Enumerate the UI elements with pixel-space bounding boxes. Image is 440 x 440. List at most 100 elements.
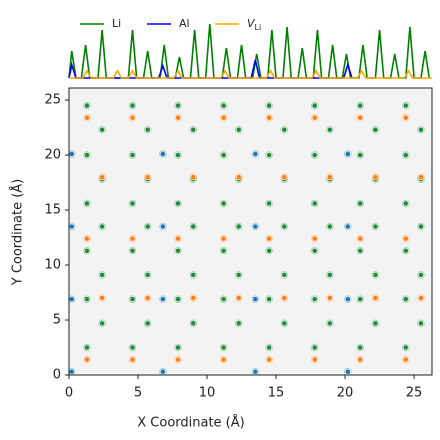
cluster-core — [220, 356, 227, 363]
cluster-core — [220, 102, 227, 109]
atom-cluster — [310, 113, 319, 122]
atom-cluster — [67, 295, 76, 303]
cluster-core — [311, 114, 318, 121]
cluster-core — [144, 272, 151, 278]
atom-cluster — [356, 101, 365, 110]
atom-cluster — [83, 295, 91, 303]
atom-cluster — [234, 222, 243, 231]
cluster-core — [311, 102, 318, 109]
cluster-core — [311, 235, 318, 242]
cluster-core — [84, 200, 90, 207]
cluster-core — [357, 102, 364, 109]
cluster-core — [129, 200, 136, 207]
atom-cluster — [310, 199, 319, 208]
cluster-core — [357, 235, 364, 242]
x-tick-label: 0 — [65, 386, 73, 401]
atom-cluster — [265, 113, 273, 122]
atom-cluster — [128, 199, 137, 208]
cluster-core — [266, 247, 273, 254]
atom-cluster — [326, 173, 334, 181]
atom-cluster — [83, 343, 91, 352]
cluster-core — [266, 235, 273, 242]
atom-cluster — [128, 234, 137, 243]
y-tick-label: 25 — [44, 93, 61, 108]
atom-cluster — [83, 355, 91, 364]
atom-cluster — [174, 246, 182, 255]
atom-cluster — [401, 355, 410, 364]
atom-cluster — [143, 294, 152, 302]
atom-cluster — [310, 295, 319, 303]
cluster-core — [190, 272, 197, 278]
atom-cluster — [159, 295, 167, 303]
cluster-core — [326, 320, 333, 327]
cluster-core — [266, 344, 273, 351]
atom-cluster — [189, 319, 198, 328]
cluster-core — [159, 151, 166, 157]
atom-cluster — [128, 295, 137, 303]
atom-cluster — [174, 151, 182, 159]
atom-cluster — [371, 125, 380, 134]
atom-cluster — [83, 101, 91, 110]
cluster-core — [84, 114, 90, 121]
atom-cluster — [143, 222, 152, 231]
cluster-core — [281, 223, 288, 230]
cluster-core — [402, 200, 409, 207]
atom-cluster — [326, 319, 334, 328]
cluster-core — [99, 295, 106, 301]
cluster-core — [190, 320, 197, 327]
atom-cluster — [417, 125, 425, 134]
atom-cluster — [265, 355, 273, 364]
cluster-core — [402, 296, 409, 303]
cluster-core — [68, 223, 75, 230]
atom-cluster — [417, 271, 425, 279]
cluster-core — [129, 356, 136, 363]
cluster-core — [129, 296, 136, 303]
atom-cluster — [219, 355, 228, 364]
cluster-core — [220, 200, 227, 207]
cluster-core — [402, 114, 409, 121]
atom-cluster — [174, 355, 182, 364]
cluster-core — [220, 247, 227, 254]
atom-cluster — [326, 125, 334, 134]
cluster-core — [311, 344, 318, 351]
atom-cluster — [251, 295, 260, 303]
cluster-core — [344, 296, 351, 303]
cluster-core — [175, 152, 181, 158]
x-tick-label: 5 — [134, 386, 142, 401]
cluster-core — [235, 174, 242, 180]
atom-cluster — [280, 222, 289, 231]
atom-cluster — [326, 222, 334, 231]
cluster-core — [159, 296, 166, 303]
cluster-core — [326, 223, 333, 230]
cluster-core — [220, 152, 227, 158]
atom-cluster — [143, 319, 152, 328]
cluster-core — [220, 296, 227, 303]
atom-cluster — [98, 319, 106, 328]
atom-cluster — [98, 294, 106, 302]
cluster-core — [311, 356, 318, 363]
cluster-core — [84, 235, 90, 242]
atom-cluster — [344, 222, 352, 231]
atom-cluster — [98, 173, 106, 181]
cluster-core — [68, 296, 75, 303]
cluster-core — [418, 272, 424, 278]
atom-cluster — [280, 173, 289, 181]
cluster-core — [144, 223, 151, 230]
cluster-core — [418, 126, 424, 133]
y-tick-label: 20 — [44, 148, 61, 163]
atom-cluster — [174, 101, 182, 110]
cluster-core — [175, 296, 181, 303]
cluster-core — [175, 344, 181, 351]
cluster-core — [402, 344, 409, 351]
cluster-core — [190, 174, 197, 180]
atom-cluster — [219, 234, 228, 243]
atom-cluster — [98, 271, 106, 279]
cluster-core — [252, 368, 259, 375]
cluster-core — [311, 200, 318, 207]
atom-cluster — [310, 355, 319, 364]
atom-cluster — [159, 150, 167, 158]
atom-cluster — [143, 125, 152, 134]
legend-label: Al — [179, 17, 190, 30]
cluster-core — [326, 174, 333, 180]
